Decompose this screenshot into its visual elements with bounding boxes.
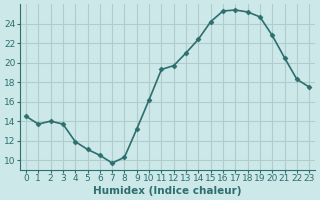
X-axis label: Humidex (Indice chaleur): Humidex (Indice chaleur): [93, 186, 242, 196]
